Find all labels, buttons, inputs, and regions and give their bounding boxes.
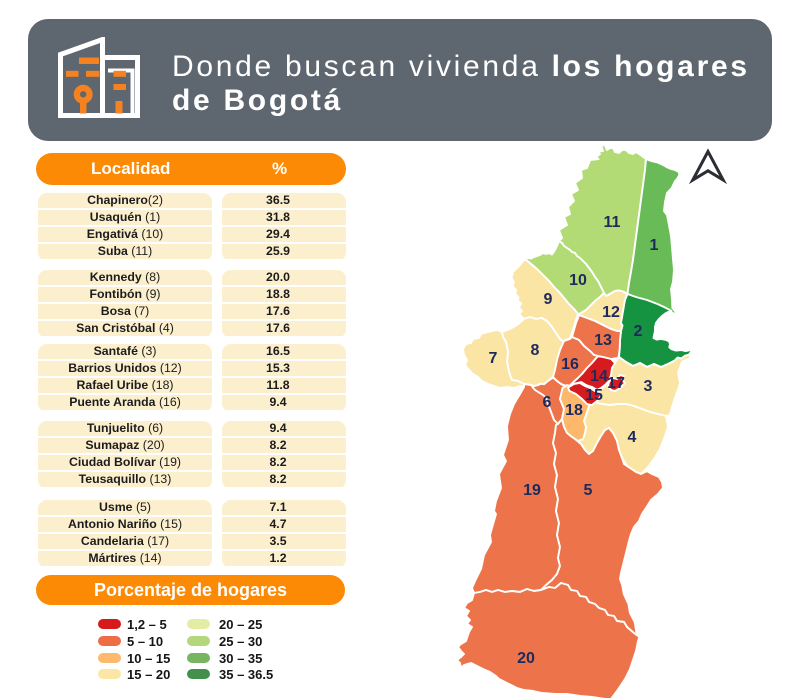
svg-text:12: 12 <box>602 304 620 321</box>
svg-text:13: 13 <box>594 332 612 349</box>
svg-text:7: 7 <box>489 350 498 367</box>
svg-text:20: 20 <box>517 650 535 667</box>
svg-text:1: 1 <box>650 237 659 254</box>
svg-text:11: 11 <box>604 214 621 231</box>
svg-text:9: 9 <box>544 291 553 308</box>
svg-text:14: 14 <box>590 368 608 385</box>
svg-text:16: 16 <box>561 356 579 373</box>
svg-text:2: 2 <box>634 323 643 340</box>
svg-text:19: 19 <box>523 482 541 499</box>
svg-text:6: 6 <box>543 394 552 411</box>
svg-text:4: 4 <box>628 429 637 446</box>
svg-text:17: 17 <box>607 375 625 392</box>
svg-text:8: 8 <box>531 342 540 359</box>
svg-text:5: 5 <box>584 482 593 499</box>
svg-text:18: 18 <box>565 402 583 419</box>
svg-text:15: 15 <box>585 387 603 404</box>
svg-text:10: 10 <box>569 272 587 289</box>
svg-text:3: 3 <box>644 378 653 395</box>
